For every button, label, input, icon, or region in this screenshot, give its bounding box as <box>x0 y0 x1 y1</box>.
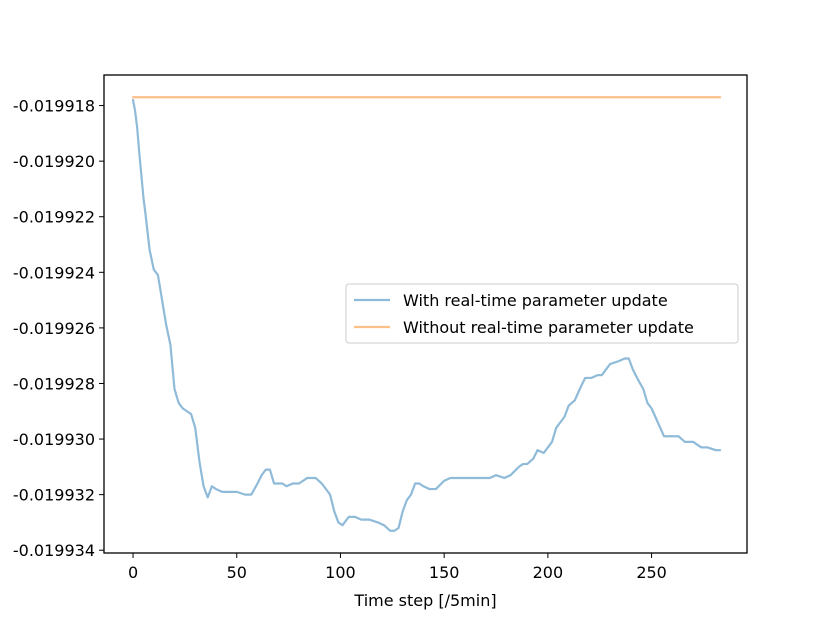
plot-area <box>131 96 722 532</box>
legend-entry-2: Without real-time parameter update <box>403 318 694 337</box>
x-tick-label: 100 <box>325 563 356 582</box>
x-tick-label: 50 <box>227 563 247 582</box>
x-tick-label: 200 <box>533 563 564 582</box>
y-tick-label: -0.019918 <box>13 97 95 116</box>
axes-frame <box>103 74 748 554</box>
y-tick-label: -0.019924 <box>13 263 95 282</box>
y-tick-label: -0.019922 <box>13 208 95 227</box>
legend-entry-1: With real-time parameter update <box>403 291 668 310</box>
x-tick-label: 0 <box>128 563 138 582</box>
y-tick-label: -0.019930 <box>13 430 95 449</box>
x-axis-label: Time step [/5min] <box>353 591 496 610</box>
legend: With real-time parameter update Without r… <box>345 283 739 344</box>
series-line-1 <box>131 98 722 532</box>
y-tick-label: -0.019928 <box>13 374 95 393</box>
y-tick-label: -0.019926 <box>13 319 95 338</box>
y-tick-label: -0.019920 <box>13 152 95 171</box>
legend-box <box>345 283 739 344</box>
x-tick-label: 250 <box>636 563 667 582</box>
y-axis: -0.019918 -0.019920 -0.019922 -0.019924 -0.0… <box>13 97 104 560</box>
y-tick-label: -0.019932 <box>13 486 95 505</box>
y-tick-label: -0.019934 <box>13 541 95 560</box>
x-axis: 0 50 100 150 200 250 <box>128 553 667 582</box>
x-tick-label: 150 <box>429 563 460 582</box>
